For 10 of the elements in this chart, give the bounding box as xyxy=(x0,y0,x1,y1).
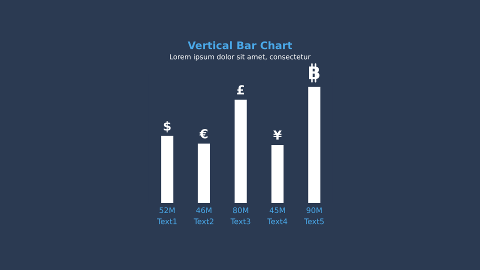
bar xyxy=(161,136,174,204)
chart-title: Vertical Bar Chart xyxy=(188,41,292,50)
annotation: € xyxy=(199,129,208,138)
annotation: $ xyxy=(164,121,171,132)
bar xyxy=(198,144,210,204)
annotation: ¥ xyxy=(273,130,282,140)
bar xyxy=(308,86,320,204)
annotation: £ xyxy=(237,85,244,94)
bar xyxy=(271,144,284,204)
bar xyxy=(234,100,247,204)
